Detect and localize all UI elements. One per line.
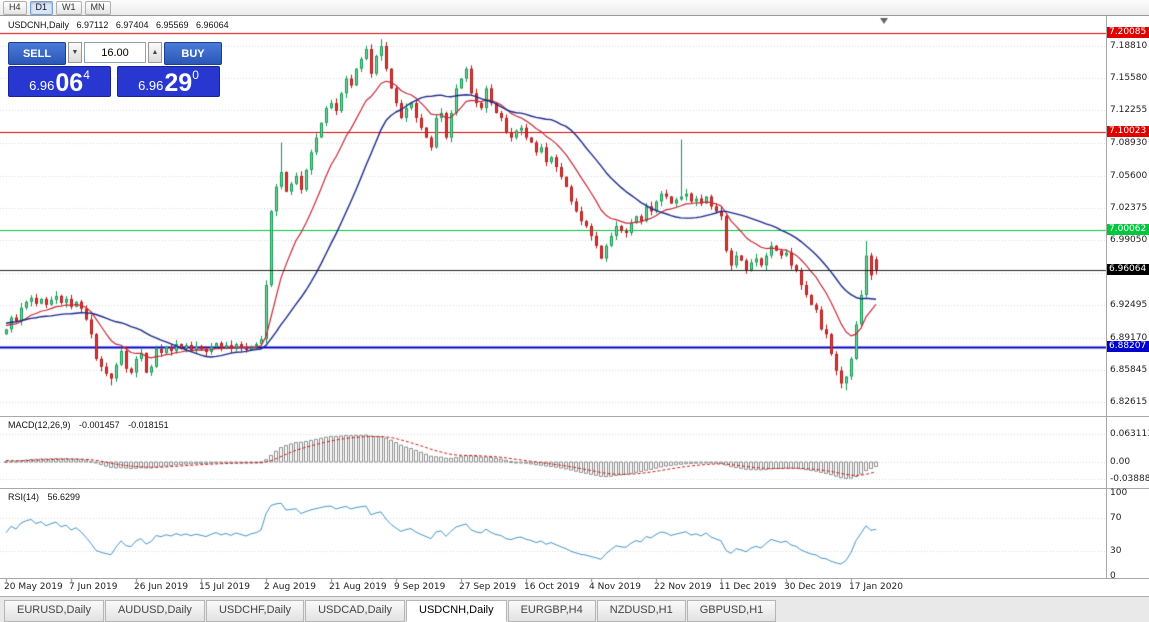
- chart-tab-nzdusd-h1[interactable]: NZDUSD,H1: [596, 600, 686, 622]
- sell-price-prefix: 6.96: [29, 78, 55, 93]
- chart-tab-usdchf-daily[interactable]: USDCHF,Daily: [205, 600, 305, 622]
- buy-price-prefix: 6.96: [138, 78, 164, 93]
- rsi-value: 56.6299: [47, 492, 81, 502]
- timeframe-toolbar: H4 D1 W1 MN: [0, 0, 1149, 16]
- sell-price-display[interactable]: 6.96 06 4: [8, 66, 111, 97]
- buy-price-pips: 29: [164, 69, 193, 97]
- volume-increase-button[interactable]: ▲: [148, 42, 162, 63]
- trade-prices-row: 6.96 06 4 6.96 29 0: [8, 66, 222, 97]
- bar-high: 6.97404: [115, 20, 149, 30]
- trade-controls-row: SELL ▼ ▲ BUY: [8, 42, 222, 65]
- volume-input[interactable]: [84, 42, 146, 63]
- bar-open: 6.97112: [76, 20, 109, 30]
- buy-price-display[interactable]: 6.96 29 0: [117, 66, 220, 97]
- buy-price-point: 0: [192, 68, 199, 82]
- pane-separator-macd-rsi[interactable]: [0, 488, 1149, 489]
- timeframe-button-mn[interactable]: MN: [84, 0, 111, 15]
- buy-button[interactable]: BUY: [164, 42, 222, 65]
- macd-title: MACD(12,26,9): [8, 420, 71, 430]
- bar-low: 6.95569: [155, 20, 189, 30]
- chart-tab-audusd-daily[interactable]: AUDUSD,Daily: [104, 600, 205, 622]
- chart-tab-bar: EURUSD,Daily AUDUSD,Daily USDCHF,Daily USDC…: [0, 596, 1149, 622]
- macd-main-value: -0.001457: [79, 420, 120, 430]
- chart-tab-usdcad-daily[interactable]: USDCAD,Daily: [305, 600, 406, 622]
- rsi-title: RSI(14): [8, 492, 40, 502]
- volume-decrease-button[interactable]: ▼: [68, 42, 82, 63]
- timeframe-button-d1[interactable]: D1: [29, 0, 54, 15]
- symbol-ohlc-info: USDCNH,Daily 6.97112 6.97404 6.95569 6.9…: [8, 20, 229, 30]
- chart-tab-eurusd-daily[interactable]: EURUSD,Daily: [4, 600, 104, 622]
- timeframe-button-h4[interactable]: H4: [3, 0, 27, 15]
- chart-tab-gbpusd-h1[interactable]: GBPUSD,H1: [686, 600, 777, 622]
- pane-separator-main-macd[interactable]: [0, 416, 1149, 417]
- sell-price-point: 4: [83, 68, 90, 82]
- macd-signal-value: -0.018151: [128, 420, 169, 430]
- rsi-indicator-label: RSI(14) 56.6299: [8, 492, 80, 502]
- price-axis-separator: [1106, 16, 1107, 578]
- sell-button[interactable]: SELL: [8, 42, 66, 65]
- bar-close: 6.96064: [196, 20, 229, 30]
- chart-tab-usdcnh-daily[interactable]: USDCNH,Daily: [406, 600, 507, 622]
- timeframe-button-w1[interactable]: W1: [56, 0, 82, 15]
- sell-price-pips: 06: [55, 69, 84, 97]
- chart-tab-eurgbp-h4[interactable]: EURGBP,H4: [507, 600, 596, 622]
- macd-indicator-label: MACD(12,26,9) -0.001457 -0.018151: [8, 420, 169, 430]
- one-click-trading-panel: SELL ▼ ▲ BUY 6.96 06 4 6.96 29 0: [8, 42, 222, 97]
- symbol-name: USDCNH,Daily: [8, 20, 70, 30]
- pane-separator-rsi-dates: [0, 578, 1149, 579]
